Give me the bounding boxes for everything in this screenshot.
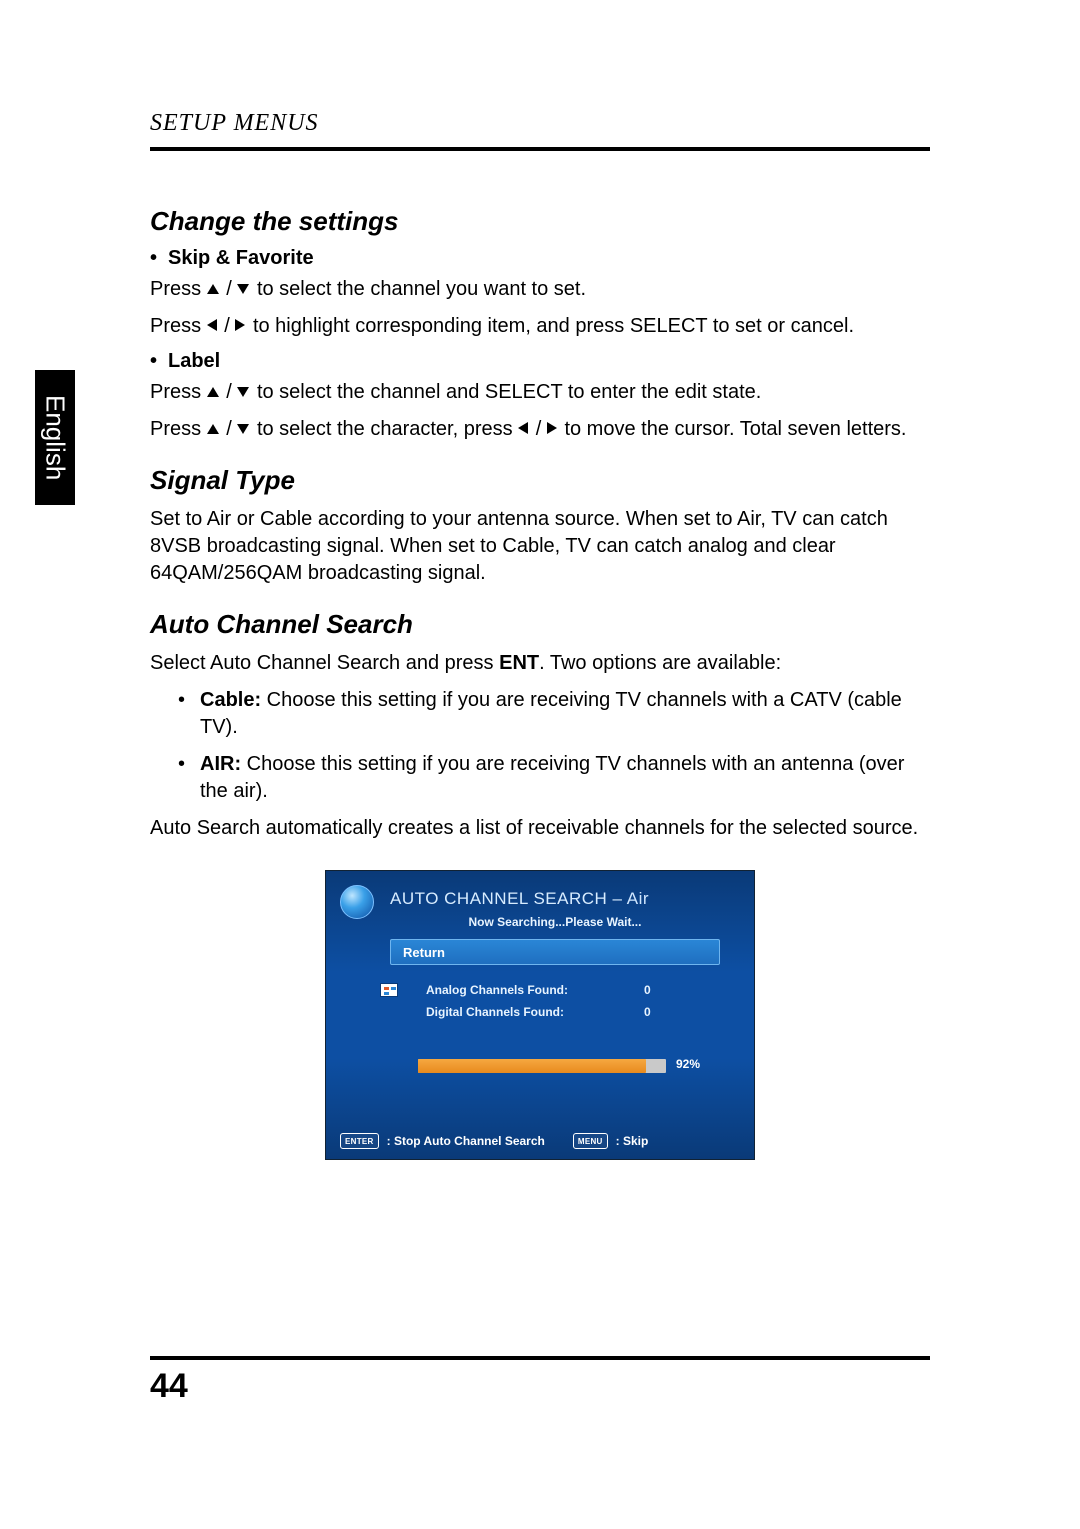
left-arrow-icon bbox=[518, 422, 530, 436]
osd-digital-value: 0 bbox=[644, 1005, 651, 1019]
manual-page: SETUP MENUS English Change the settings … bbox=[110, 110, 970, 1420]
language-tab: English bbox=[35, 370, 75, 505]
text-fragment: / bbox=[226, 278, 237, 300]
osd-title: AUTO CHANNEL SEARCH – Air bbox=[390, 889, 649, 909]
osd-auto-channel-search: AUTO CHANNEL SEARCH – Air Now Searching.… bbox=[325, 870, 755, 1160]
osd-screenshot-wrap: AUTO CHANNEL SEARCH – Air Now Searching.… bbox=[150, 870, 930, 1160]
section-auto-channel-search: Auto Channel Search bbox=[150, 609, 930, 640]
section-signal-type: Signal Type bbox=[150, 465, 930, 496]
header-rule bbox=[150, 147, 930, 151]
page-header-title: SETUP MENUS bbox=[150, 110, 970, 137]
text-fragment: to select the character, press bbox=[257, 418, 518, 440]
text-bold-ent: ENT bbox=[499, 652, 539, 674]
up-arrow-icon bbox=[207, 387, 221, 399]
osd-title-main: AUTO CHANNEL SEARCH bbox=[390, 889, 607, 908]
enter-keycap-icon: ENTER bbox=[340, 1133, 379, 1149]
text-fragment: Press bbox=[150, 381, 207, 403]
content-area: Change the settings •Skip & Favorite Pre… bbox=[150, 206, 930, 1160]
text-fragment: / bbox=[536, 418, 547, 440]
osd-subtitle: Now Searching...Please Wait... bbox=[390, 915, 720, 929]
subhead-skip-favorite-text: Skip & Favorite bbox=[168, 247, 314, 269]
left-arrow-icon bbox=[207, 319, 219, 333]
acs-option-air: AIR: Choose this setting if you are rece… bbox=[178, 751, 930, 805]
skip-fav-line-1: Press / to select the channel you want t… bbox=[150, 276, 930, 303]
text-fragment: Press bbox=[150, 278, 207, 300]
globe-icon bbox=[340, 885, 374, 919]
channels-mini-icon bbox=[380, 983, 398, 997]
text-fragment: Press bbox=[150, 418, 207, 440]
acs-intro: Select Auto Channel Search and press ENT… bbox=[150, 650, 930, 677]
text-fragment: to move the cursor. Total seven letters. bbox=[564, 418, 906, 440]
text-fragment: Press bbox=[150, 315, 207, 337]
text-fragment: to select the channel you want to set. bbox=[257, 278, 586, 300]
subhead-label-text: Label bbox=[168, 350, 220, 372]
option-desc: Choose this setting if you are receiving… bbox=[200, 689, 902, 738]
osd-footer-enter-label: : Stop Auto Channel Search bbox=[387, 1134, 545, 1148]
up-arrow-icon bbox=[207, 284, 221, 296]
osd-digital-label: Digital Channels Found: bbox=[426, 1005, 564, 1019]
osd-analog-label: Analog Channels Found: bbox=[426, 983, 568, 997]
page-number: 44 bbox=[150, 1367, 188, 1406]
subhead-skip-favorite: •Skip & Favorite bbox=[150, 247, 930, 270]
option-name: AIR: bbox=[200, 753, 241, 775]
skip-fav-line-2: Press / to highlight corresponding item,… bbox=[150, 313, 930, 340]
text-fragment: / bbox=[226, 418, 237, 440]
footer-rule bbox=[150, 1356, 930, 1360]
text-fragment: Select Auto Channel Search and press bbox=[150, 652, 499, 674]
osd-progress-pct: 92% bbox=[676, 1057, 700, 1071]
section-change-settings: Change the settings bbox=[150, 206, 930, 237]
down-arrow-icon bbox=[237, 424, 251, 436]
up-arrow-icon bbox=[207, 424, 221, 436]
osd-title-sep: – bbox=[607, 889, 626, 908]
acs-options-list: Cable: Choose this setting if you are re… bbox=[178, 687, 930, 805]
menu-keycap-icon: MENU bbox=[573, 1133, 608, 1149]
option-name: Cable: bbox=[200, 689, 261, 711]
signal-type-body: Set to Air or Cable according to your an… bbox=[150, 506, 930, 587]
subhead-label: •Label bbox=[150, 350, 930, 373]
acs-tail: Auto Search automatically creates a list… bbox=[150, 815, 930, 842]
acs-option-cable: Cable: Choose this setting if you are re… bbox=[178, 687, 930, 741]
osd-footer-menu-label: : Skip bbox=[616, 1134, 649, 1148]
osd-progress-fg bbox=[418, 1059, 646, 1073]
down-arrow-icon bbox=[237, 284, 251, 296]
text-fragment: to select the channel and SELECT to ente… bbox=[257, 381, 761, 403]
osd-analog-value: 0 bbox=[644, 983, 651, 997]
osd-return-button[interactable]: Return bbox=[390, 939, 720, 965]
right-arrow-icon bbox=[235, 319, 247, 333]
text-fragment: / bbox=[226, 381, 237, 403]
osd-footer: ENTER : Stop Auto Channel Search MENU : … bbox=[326, 1123, 754, 1159]
label-line-2: Press / to select the character, press /… bbox=[150, 416, 930, 443]
text-fragment: . Two options are available: bbox=[539, 652, 781, 674]
right-arrow-icon bbox=[547, 422, 559, 436]
text-fragment: / bbox=[224, 315, 235, 337]
osd-title-mode: Air bbox=[627, 889, 649, 908]
option-desc: Choose this setting if you are receiving… bbox=[200, 753, 904, 802]
text-fragment: to highlight corresponding item, and pre… bbox=[253, 315, 854, 337]
down-arrow-icon bbox=[237, 387, 251, 399]
label-line-1: Press / to select the channel and SELECT… bbox=[150, 379, 930, 406]
